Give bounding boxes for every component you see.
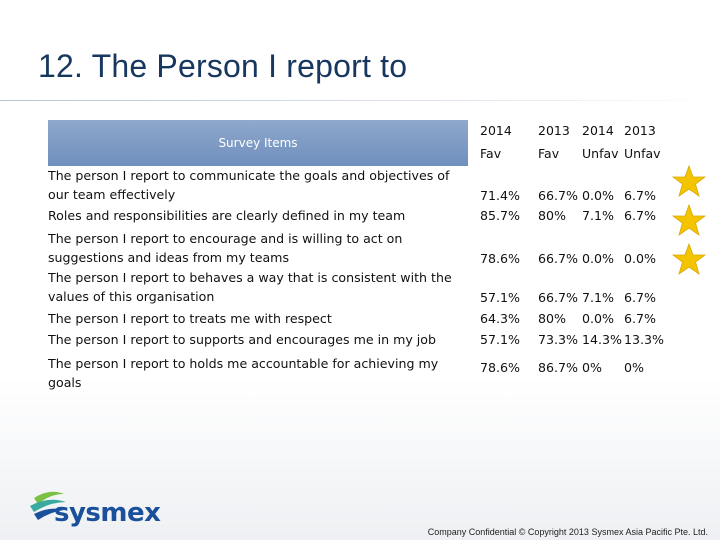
- value-2013-fav: 66.7%: [538, 251, 579, 266]
- value-2013-fav: 73.3%: [538, 332, 579, 347]
- survey-item-text: The person I report to behaves a way tha…: [48, 270, 452, 304]
- value-2013-fav: 80%: [538, 311, 566, 326]
- value-2014-fav: 85.7%: [480, 208, 521, 223]
- value-2014-unfav: 0.0%: [582, 251, 614, 266]
- value-2014-unfav: 14.3%: [582, 332, 623, 347]
- value-2014-fav: 71.4%: [480, 188, 521, 203]
- table-header-band: [48, 120, 468, 166]
- footer-copyright: Company Confidential © Copyright 2013 Sy…: [427, 527, 708, 537]
- value-2013-fav: 66.7%: [538, 188, 579, 203]
- column-header-year: 2013: [538, 123, 570, 138]
- star-icon: [672, 204, 706, 236]
- column-header-year: 2014: [582, 123, 614, 138]
- column-header-year: 2013: [624, 123, 656, 138]
- column-header-year: 2014: [480, 123, 512, 138]
- survey-item-text: The person I report to supports and enco…: [48, 332, 437, 347]
- value-2013-fav: 80%: [538, 208, 566, 223]
- survey-item-text: The person I report to treats me with re…: [48, 311, 332, 326]
- value-2014-unfav: 0.0%: [582, 311, 614, 326]
- value-2013-unfav: 6.7%: [624, 290, 656, 305]
- value-2014-fav: 57.1%: [480, 332, 521, 347]
- survey-item-text: Roles and responsibilities are clearly d…: [48, 208, 406, 223]
- column-header-type: Fav: [538, 146, 560, 161]
- column-header-type: Unfav: [624, 146, 661, 161]
- value-2014-fav: 78.6%: [480, 251, 521, 266]
- star-icon: [672, 165, 706, 197]
- value-2013-unfav: 13.3%: [624, 332, 665, 347]
- value-2013-fav: 66.7%: [538, 290, 579, 305]
- value-2013-fav: 86.7%: [538, 360, 579, 375]
- value-2014-fav: 64.3%: [480, 311, 521, 326]
- value-2014-unfav: 0.0%: [582, 188, 614, 203]
- slide-title: 12. The Person I report to: [38, 48, 408, 84]
- value-2014-unfav: 7.1%: [582, 290, 614, 305]
- sysmex-logo: [30, 491, 66, 520]
- survey-item-text: The person I report to encourage and is …: [48, 231, 403, 265]
- value-2014-fav: 78.6%: [480, 360, 521, 375]
- value-2014-unfav: 7.1%: [582, 208, 614, 223]
- value-2013-unfav: 0.0%: [624, 251, 656, 266]
- value-2013-unfav: 6.7%: [624, 188, 656, 203]
- star-icon: [672, 243, 706, 275]
- value-2013-unfav: 6.7%: [624, 208, 656, 223]
- survey-items-header: Survey Items: [218, 136, 298, 150]
- value-2014-unfav: 0%: [582, 360, 602, 375]
- value-2014-fav: 57.1%: [480, 290, 521, 305]
- column-header-type: Fav: [480, 146, 502, 161]
- survey-item-text: The person I report to communicate the g…: [48, 168, 450, 202]
- logo-wordmark: sysmex: [54, 498, 161, 528]
- title-divider: [0, 100, 720, 101]
- value-2013-unfav: 6.7%: [624, 311, 656, 326]
- value-2013-unfav: 0%: [624, 360, 644, 375]
- column-header-type: Unfav: [582, 146, 619, 161]
- survey-item-text: The person I report to holds me accounta…: [48, 356, 439, 390]
